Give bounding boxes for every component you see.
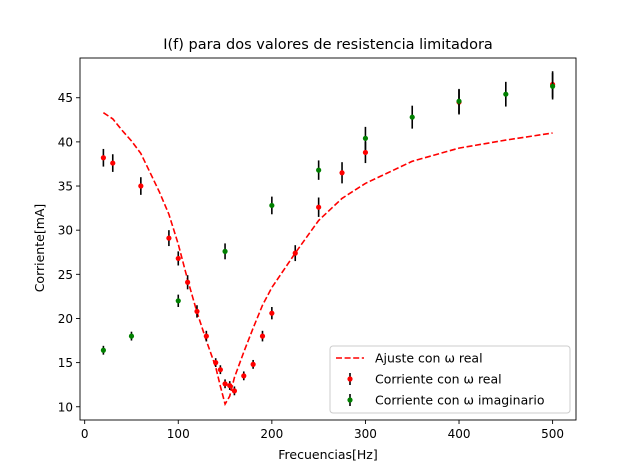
y-tick-label: 10 [58, 400, 73, 414]
chart-title: I(f) para dos valores de resistencia lim… [163, 37, 493, 53]
real-data-point [175, 255, 181, 262]
imaginary-data-point [100, 347, 106, 353]
legend-marker-swatch [347, 376, 353, 382]
real-data-point [194, 308, 200, 314]
legend: Ajuste con ω real Corriente con ω real Cor… [329, 345, 571, 414]
y-tick-label: 20 [58, 312, 73, 326]
x-tick-label: 400 [448, 427, 471, 441]
imaginary-data-point [503, 91, 509, 97]
real-data-point [100, 155, 106, 161]
x-tick-label: 0 [81, 427, 89, 441]
imaginary-data-point [269, 202, 275, 209]
real-data-point [269, 310, 275, 316]
legend-label: Ajuste con ω real [375, 351, 483, 366]
real-data-point [213, 360, 219, 366]
real-data-point [231, 388, 238, 394]
y-tick-label: 45 [58, 91, 73, 105]
real-data-point [339, 170, 345, 176]
imaginary-data-point [128, 333, 135, 339]
fit-line [102, 112, 553, 407]
legend-label: Corriente con ω imaginario [375, 393, 545, 408]
y-axis-label: Corriente[mA] [32, 204, 47, 293]
legend-label: Corriente con ω real [375, 372, 502, 387]
x-axis-label: Frecuencias[Hz] [278, 447, 377, 462]
real-data-point [222, 381, 228, 387]
legend-box [329, 345, 571, 414]
real-data-point [110, 160, 116, 166]
plot-frame [79, 57, 577, 421]
imaginary-data-point [550, 83, 556, 89]
real-data-point [250, 361, 256, 367]
imaginary-data-point [362, 135, 369, 141]
real-data-point [227, 382, 233, 389]
y-tick-label: 30 [58, 224, 73, 238]
x-tick-label: 100 [167, 427, 190, 441]
imaginary-data-point [222, 248, 228, 254]
real-data-point [203, 333, 209, 339]
x-tick-label: 300 [354, 427, 377, 441]
imaginary-data-point [409, 114, 415, 120]
x-tick-label: 500 [541, 427, 564, 441]
imaginary-data-point [456, 98, 462, 104]
y-tick-label: 25 [58, 268, 73, 282]
plot-area: 0 100 200 300 400 500 10 15 20 25 30 35 40 45 [58, 57, 577, 441]
y-tick-label: 40 [58, 135, 73, 149]
real-data-point [292, 250, 298, 256]
real-data-point [316, 204, 322, 210]
real-data-point [166, 235, 172, 241]
x-tick-label: 200 [260, 427, 283, 441]
imaginary-data-point [316, 167, 322, 173]
real-data-point [259, 333, 266, 339]
y-tick-label: 35 [58, 180, 73, 194]
real-data-point [185, 279, 191, 285]
real-data-point [241, 373, 247, 379]
real-data-point [138, 183, 144, 189]
real-data-point [362, 149, 369, 156]
imaginary-data-point [175, 298, 181, 304]
legend-marker-swatch [347, 397, 353, 403]
y-tick-label: 15 [58, 356, 73, 370]
real-data-point [217, 367, 223, 373]
